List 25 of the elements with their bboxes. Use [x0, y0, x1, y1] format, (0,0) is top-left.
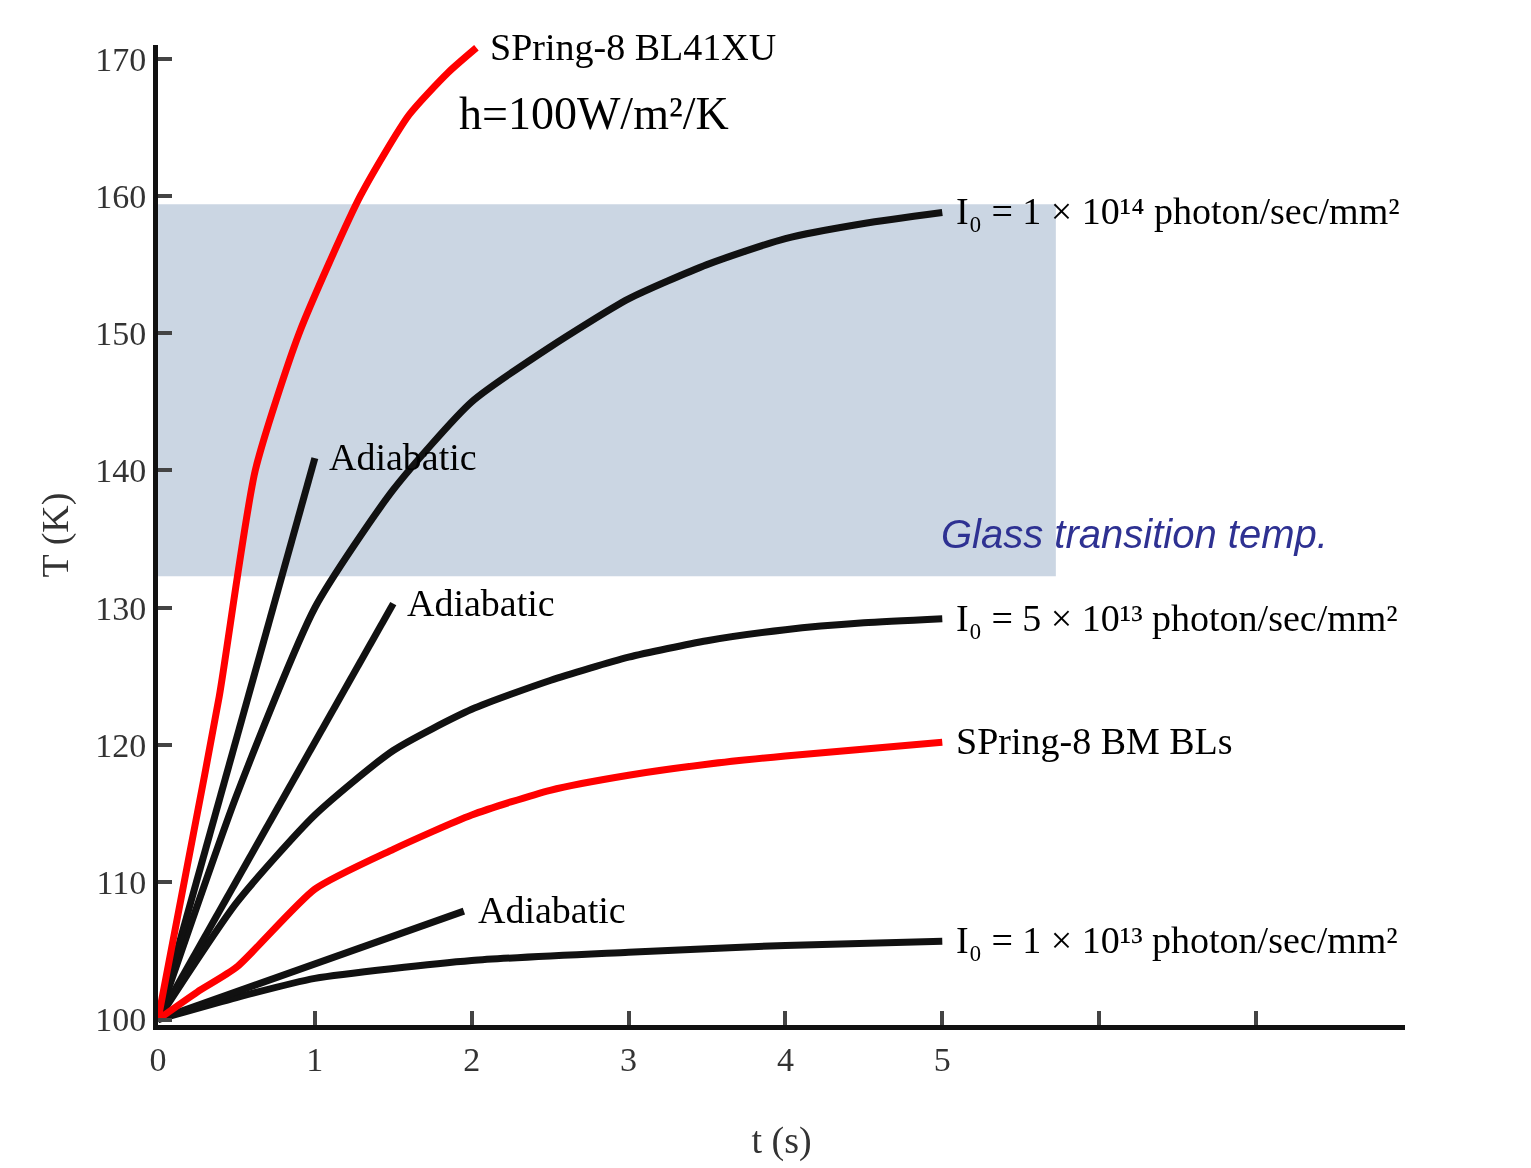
y-axis-title: T (K): [34, 492, 77, 578]
series-label: Adiabatic: [407, 582, 555, 624]
y-tick-label: 150: [95, 315, 147, 353]
x-tick-label: 0: [149, 1040, 167, 1078]
x-tick-label: 3: [620, 1040, 638, 1078]
series-label: I₀ = 5 × 10¹³ photon/sec/mm²: [956, 597, 1398, 639]
annotation: h=100W/m²/K: [459, 88, 729, 139]
y-tick-label: 120: [95, 726, 147, 764]
series-label: Adiabatic: [478, 889, 626, 931]
series-label: SPring-8 BM BLs: [956, 720, 1233, 762]
series-label: I₀ = 1 × 10¹³ photon/sec/mm²: [956, 919, 1398, 961]
x-axis-title: t (s): [751, 1119, 812, 1162]
y-tick-label: 110: [96, 864, 147, 902]
y-tick-label: 160: [95, 177, 147, 215]
series-label: I₀ = 1 × 10¹⁴ photon/sec/mm²: [956, 190, 1400, 232]
y-tick-label: 140: [95, 452, 147, 490]
x-tick-label: 2: [463, 1040, 481, 1078]
x-tick-label: 5: [933, 1040, 951, 1078]
band-label: Glass transition temp.: [941, 512, 1328, 556]
y-tick-label: 100: [95, 1001, 147, 1039]
y-tick-label: 130: [95, 589, 147, 627]
x-tick-label: 4: [776, 1040, 794, 1078]
series-label: SPring-8 BL41XU: [490, 26, 777, 68]
x-tick-label: 1: [306, 1040, 324, 1078]
y-tick-label: 170: [95, 40, 147, 78]
